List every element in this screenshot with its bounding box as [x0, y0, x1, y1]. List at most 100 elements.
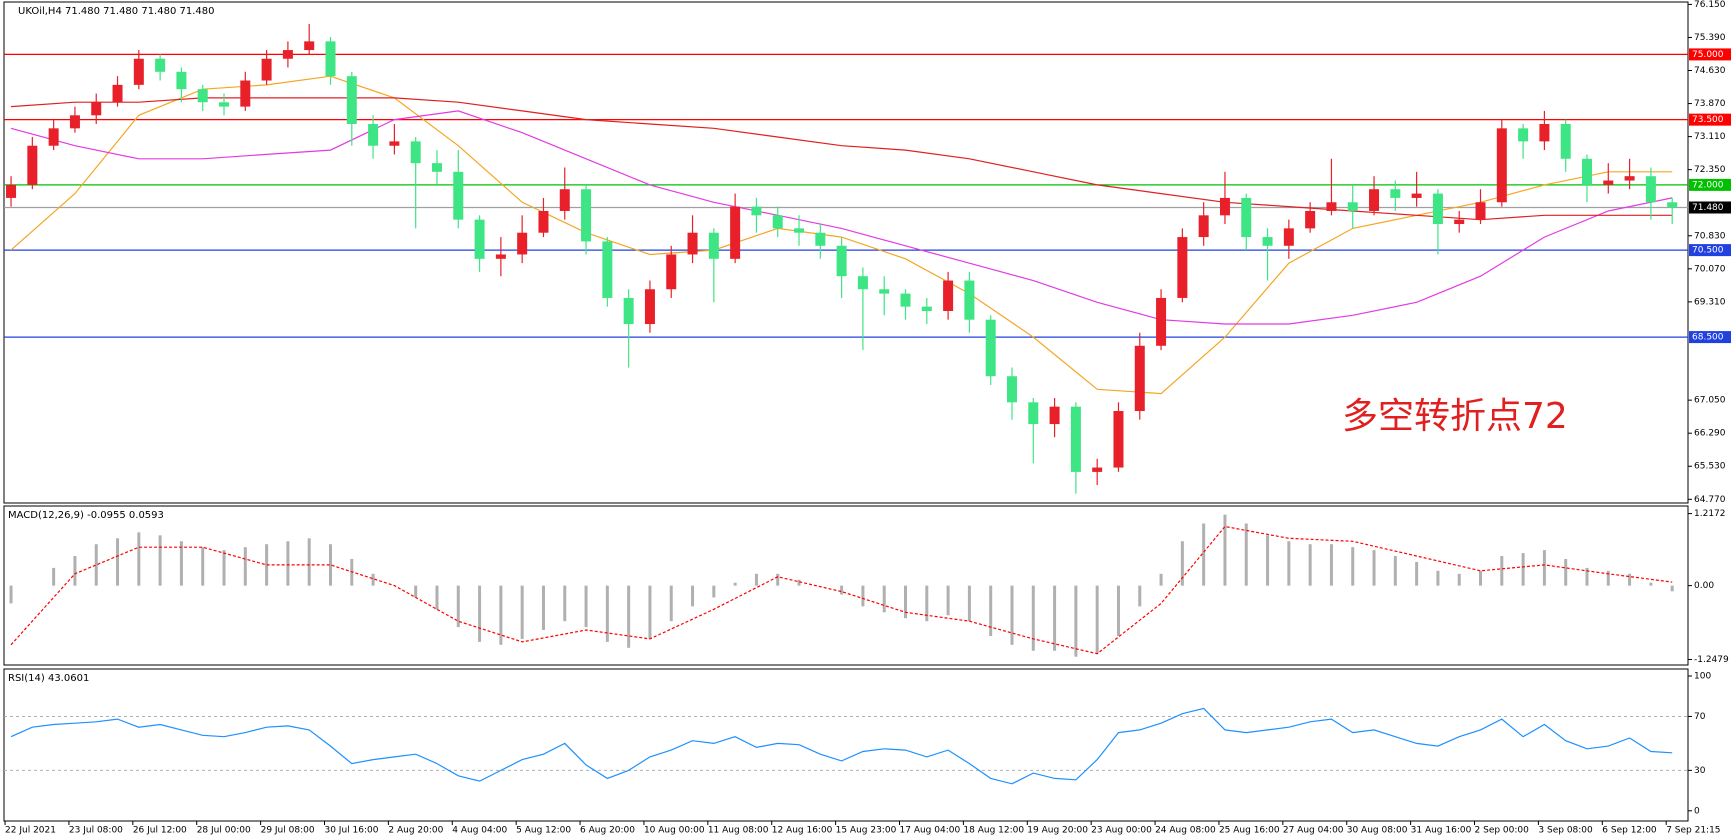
y-tick-label: 0: [1694, 806, 1700, 816]
candle-body: [1411, 193, 1422, 198]
y-tick-label: 66.290: [1694, 429, 1726, 439]
level-label: 73.500: [1692, 115, 1724, 125]
candle-body: [836, 245, 847, 277]
macd-bar: [967, 585, 971, 622]
candle-body: [1667, 202, 1678, 208]
macd-bar: [1159, 573, 1163, 586]
macd-bar: [691, 585, 695, 607]
x-tick-label: 25 Aug 16:00: [1219, 826, 1280, 836]
macd-bar: [1351, 547, 1355, 586]
macd-bar: [179, 541, 183, 586]
y-tick-label: 100: [1694, 672, 1711, 682]
candle-body: [27, 145, 38, 185]
candle-body: [581, 189, 592, 242]
macd-bar: [9, 585, 13, 604]
macd-bar: [627, 585, 631, 648]
macd-bar: [563, 585, 567, 622]
macd-bar: [1521, 553, 1525, 586]
x-tick-label: 18 Aug 12:00: [963, 826, 1024, 836]
x-tick-label: 6 Aug 20:00: [580, 826, 635, 836]
x-tick-label: 15 Aug 23:00: [836, 826, 897, 836]
macd-bar: [1287, 541, 1291, 586]
x-tick-label: 3 Sep 08:00: [1538, 826, 1593, 836]
candle-body: [1283, 228, 1294, 246]
macd-bar: [371, 573, 375, 586]
indicator-line: [10, 707, 1673, 785]
macd-bar: [989, 585, 993, 636]
level-label: 75.000: [1692, 50, 1724, 60]
candle-body: [48, 128, 59, 146]
macd-bar: [414, 585, 418, 598]
y-tick-label: 76.150: [1694, 0, 1726, 10]
macd-bar: [797, 579, 801, 586]
macd-bar: [1095, 585, 1099, 654]
candle-body: [794, 228, 805, 233]
candle-body: [1305, 210, 1316, 229]
candle-body: [623, 297, 634, 325]
macd-bar: [712, 585, 716, 598]
candle-body: [943, 280, 954, 311]
candle-body: [1432, 193, 1443, 225]
candle-body: [921, 306, 932, 311]
y-tick-label: 70.830: [1694, 231, 1726, 241]
x-tick-label: 2 Sep 00:00: [1475, 826, 1530, 836]
y-tick-label: 64.770: [1694, 495, 1726, 505]
y-tick-label: 70.070: [1694, 264, 1726, 274]
macd-bar: [669, 585, 673, 622]
candle-body: [389, 141, 400, 146]
indicator-line: [10, 525, 1673, 655]
macd-bar: [1500, 556, 1504, 586]
y-tick-label: -1.2479: [1694, 655, 1729, 665]
macd-bar: [1585, 567, 1589, 586]
candle-body: [240, 80, 251, 107]
candle-body: [666, 254, 677, 290]
y-tick-label: 69.310: [1694, 297, 1726, 307]
macd-bar: [840, 585, 844, 595]
candle-body: [1070, 406, 1081, 472]
price-title: UKOil,H4 71.480 71.480 71.480 71.480: [18, 6, 215, 17]
candle-body: [6, 184, 17, 198]
candle-body: [857, 276, 868, 290]
macd-bar: [499, 585, 503, 645]
candle-body: [431, 163, 442, 172]
candle-body: [985, 319, 996, 377]
macd-bar: [137, 532, 141, 586]
macd-bar: [754, 573, 758, 586]
candle-body: [644, 289, 655, 325]
candle-body: [602, 241, 613, 298]
candle-body: [1134, 345, 1145, 412]
macd-title: MACD(12,26,9) -0.0955 0.0593: [8, 510, 164, 521]
macd-bar: [882, 585, 886, 613]
macd-bar: [605, 585, 609, 642]
candle-body: [1390, 189, 1401, 198]
macd-bar: [1479, 570, 1483, 586]
candle-body: [1262, 237, 1273, 246]
y-tick-label: 70: [1694, 712, 1706, 722]
macd-bar: [541, 585, 545, 631]
candle-body: [1645, 176, 1656, 203]
x-tick-label: 22 Jul 2021: [5, 826, 56, 836]
macd-bar: [1670, 585, 1674, 592]
candle-body: [410, 141, 421, 164]
x-tick-label: 7 Sep 21:15: [1666, 826, 1720, 836]
macd-bar: [1628, 573, 1632, 586]
x-tick-label: 10 Aug 00:00: [644, 826, 705, 836]
candle-body: [91, 102, 102, 116]
x-tick-label: 23 Aug 00:00: [1091, 826, 1152, 836]
macd-bar: [1606, 570, 1610, 586]
level-tag: [1689, 201, 1731, 214]
y-tick-label: 1.2172: [1694, 509, 1726, 519]
macd-bar: [648, 585, 652, 639]
macd-bar: [265, 544, 269, 586]
macd-bar: [584, 585, 588, 628]
candle-body: [751, 206, 762, 216]
x-tick-label: 24 Aug 08:00: [1155, 826, 1216, 836]
macd-bar: [1393, 556, 1397, 586]
x-tick-label: 26 Jul 12:00: [133, 826, 187, 836]
macd-bar: [73, 556, 77, 586]
level-tag: [1689, 331, 1731, 344]
candle-body: [1603, 180, 1614, 185]
x-tick-label: 19 Aug 20:00: [1027, 826, 1088, 836]
x-tick-label: 12 Aug 16:00: [772, 826, 833, 836]
macd-bar: [201, 547, 205, 586]
